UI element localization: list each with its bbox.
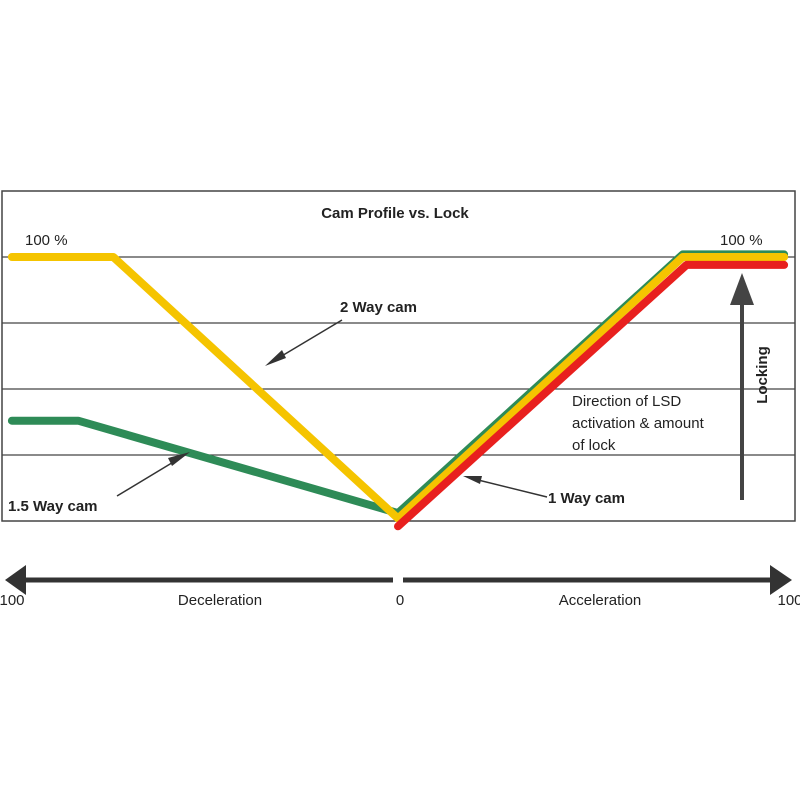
x-tick-left: 100 xyxy=(0,592,25,609)
locking-label: Locking xyxy=(754,346,771,404)
arrow-1-way xyxy=(469,477,548,498)
arrowhead-2-way-icon xyxy=(265,350,286,366)
acceleration-label: Acceleration xyxy=(559,592,642,609)
right-100-label: 100 % xyxy=(720,232,763,249)
left-arrowhead-icon xyxy=(5,565,26,595)
x-tick-zero: 0 xyxy=(396,592,404,609)
x-tick-right: 100 xyxy=(777,592,800,609)
series-layer xyxy=(7,250,789,531)
direction-text: Direction of LSD activation & amount of … xyxy=(572,393,708,454)
direction-line: of lock xyxy=(572,437,616,454)
direction-line: Direction of LSD xyxy=(572,393,681,410)
arrowhead-1.5-way-icon xyxy=(168,452,190,466)
chart-title: Cam Profile vs. Lock xyxy=(321,205,469,222)
arrowhead-1-way-icon xyxy=(463,476,482,484)
right-arrowhead-icon xyxy=(770,565,792,595)
left-100-label: 100 % xyxy=(25,232,68,249)
deceleration-label: Deceleration xyxy=(178,592,262,609)
series-line-2-way-cam xyxy=(7,253,789,523)
locking-arrowhead-icon xyxy=(730,273,754,305)
series-label-1.5-way: 1.5 Way cam xyxy=(8,498,98,515)
direction-line: activation & amount xyxy=(572,415,705,432)
series-line-1-way-cam xyxy=(394,260,789,531)
chart-frame xyxy=(1,190,796,522)
series-label-1-way: 1 Way cam xyxy=(548,490,625,507)
gridlines xyxy=(2,256,795,456)
series-label-2-way: 2 Way cam xyxy=(340,299,417,316)
